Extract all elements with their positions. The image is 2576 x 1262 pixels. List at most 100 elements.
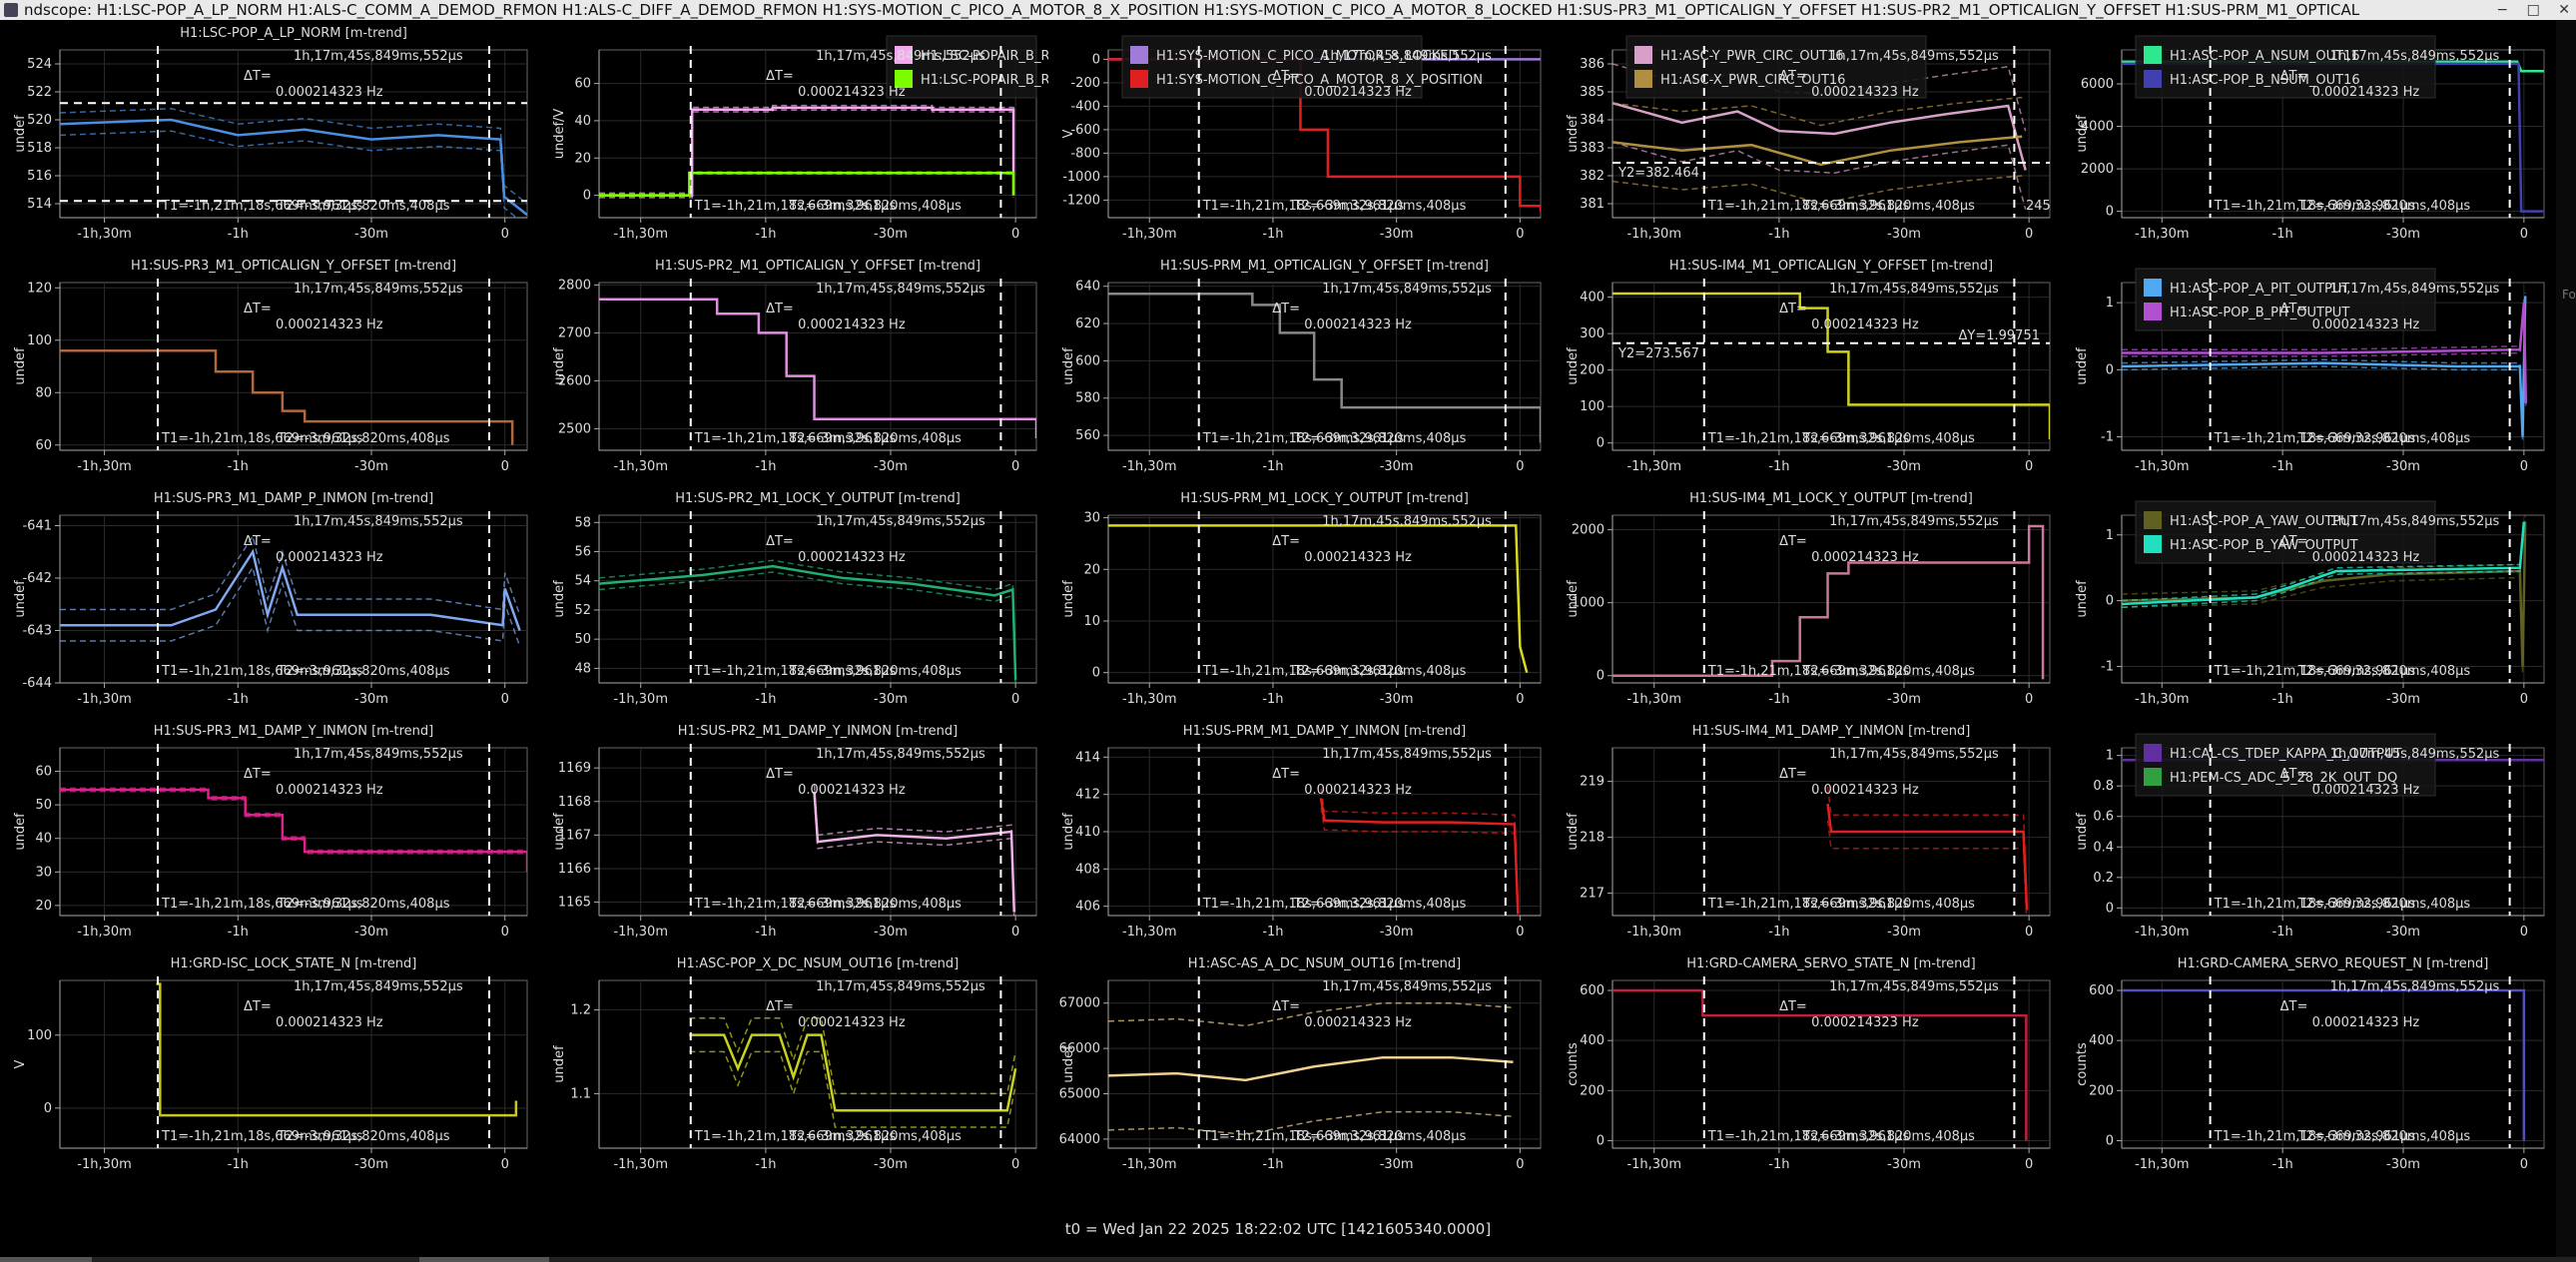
x-tick-label: -1h,30m [2135, 459, 2190, 474]
plot-panel[interactable]: -1h,30m -1h -30m 0 600 400 200 0 counts H1:GRD-CA… [2062, 950, 2556, 1183]
y-tick-label: 384 [1580, 113, 1605, 128]
plot-area[interactable] [1611, 282, 2051, 451]
delta-t-value: 1h,17m,45s,849ms,552µs [816, 49, 985, 64]
plot-panel[interactable]: -1h,30m -1h -30m 0 0 10 20 30 undef H1:SUS-PRM_M1… [1048, 485, 1553, 718]
y-tick-label: 20 [574, 151, 591, 166]
series-band-line [1612, 141, 2027, 210]
series-band-line [599, 559, 1016, 675]
status-tab[interactable] [0, 1257, 92, 1262]
plot-panel[interactable]: -1h,30m -1h -30m 0 406 408 410 412 414 undef H1:SU… [1048, 718, 1553, 950]
y-tick-label: 2600 [558, 373, 591, 388]
plot-area[interactable] [1107, 282, 1542, 451]
plot-panel[interactable]: -1h,30m -1h -30m 0 0 -200 -400 -600 -800 -1000 -12… [1048, 20, 1553, 253]
plot-panel[interactable]: -1h,30m -1h -30m 0 381 382 383 384 385 386 undef H1… [1553, 20, 2062, 253]
plot-area[interactable] [598, 282, 1037, 451]
legend-entry: H1:LSC-POPAIR_B_RF18 [921, 49, 1048, 64]
legend-entry: H1:ASC-POP_A_PIT_OUTPUT [2170, 282, 2349, 297]
t2-cursor-label: T2=-3m,32s,820ms,408µs [788, 664, 962, 679]
plot-area[interactable] [59, 282, 528, 451]
legend-swatch [2144, 744, 2162, 762]
window-titlebar[interactable]: ndscope: H1:LSC-POP_A_LP_NORM H1:ALS-C_C… [0, 0, 2576, 20]
y-tick-label: 412 [1075, 788, 1100, 803]
x-tick-label: -1h,30m [613, 692, 668, 707]
x-tick-label: -30m [874, 459, 908, 474]
plot-panel[interactable]: -1h,30m -1h -30m 0 560 580 600 620 640 undef H1:SU… [1048, 253, 1553, 485]
series-line [156, 982, 518, 1117]
plot-panel[interactable]: -1h,30m -1h -30m 0 1 0 -1 undef H1:ASC-POP_A_YAW… [2062, 485, 2556, 718]
x-tick-label: 0 [2520, 1157, 2528, 1172]
plot-area[interactable] [59, 49, 528, 219]
t2-cursor-label: T2=-3m,32s,820ms,408µs [1293, 664, 1467, 679]
t2-cursor-label: T2=-3m,32s,820ms,408µs [1801, 199, 1975, 214]
x-tick-label: -30m [874, 925, 908, 940]
delta-t-value: 1h,17m,45s,849ms,552µs [1322, 49, 1492, 64]
legend-entry: H1:ASC-X_PWR_CIRC_OUT16 [1660, 73, 1845, 88]
plot-panel[interactable]: -1h,30m -1h -30m 0 1 0 -1 undef H1:ASC-POP_A_PIT… [2062, 253, 2556, 485]
x-tick-label: -30m [2386, 459, 2420, 474]
y-tick-label: 522 [27, 85, 52, 100]
status-tab[interactable] [419, 1257, 549, 1262]
t2-cursor-label: T2=-3m,32s,820ms,408µs [277, 431, 450, 446]
plot-area[interactable] [598, 979, 1037, 1149]
series-line [689, 1033, 1017, 1112]
plot-panel[interactable]: -1h,30m -1h -30m 0 60 80 100 120 undef H1:SUS-PR3… [0, 253, 539, 485]
plot-panel[interactable]: -1h,30m -1h -30m 0 100 0 V H1:GRD-ISC_LOCK_STAT… [0, 950, 539, 1183]
x-tick-label: -1h [1768, 1157, 1789, 1172]
plot-title: H1:SUS-PR2_M1_LOCK_Y_OUTPUT [m-trend] [675, 491, 961, 506]
y-tick-label: 514 [27, 197, 52, 212]
plot-panel[interactable]: -1h,30m -1h -30m 0 0 100 200 300 400 undef H1:SUS-… [1553, 253, 2062, 485]
y2-cursor-label: Y2=382.464 [1617, 166, 1699, 181]
plot-panel[interactable]: -1h,30m -1h -30m 0 48 50 52 54 56 58 undef H1:SUS-P… [539, 485, 1048, 718]
y-axis-label: undef [2075, 347, 2090, 385]
y-tick-label: 600 [1580, 983, 1605, 998]
plot-area[interactable] [1611, 514, 2051, 684]
plot-panel[interactable]: -1h,30m -1h -30m 0 0 1000 2000 undef H1:SUS-IM4_… [1553, 485, 2062, 718]
y-tick-label: 120 [27, 281, 52, 296]
y-tick-label: 40 [35, 832, 52, 847]
close-button[interactable]: ✕ [2558, 2, 2570, 18]
plot-area[interactable] [59, 979, 528, 1149]
plot-panel[interactable]: -1h,30m -1h -30m 0 217 218 219 undef H1:SUS-IM4_… [1553, 718, 2062, 950]
x-tick-label: -30m [354, 692, 388, 707]
y-tick-label: 20 [1083, 562, 1100, 577]
t2-cursor-label: T2=-3m,32s,820ms,408µs [1293, 1129, 1467, 1144]
maximize-button[interactable]: □ [2526, 2, 2540, 18]
x-tick-label: -1h,30m [1626, 925, 1681, 940]
series-line [2122, 988, 2526, 1141]
plot-area[interactable] [59, 747, 528, 917]
y-axis-label: undef [2075, 115, 2090, 153]
plot-panel[interactable]: -1h,30m -1h -30m 0 67000 66000 65000 64000 undef… [1048, 950, 1553, 1183]
x-tick-label: 0 [2025, 459, 2033, 474]
x-tick-label: -30m [1380, 1157, 1414, 1172]
plot-panel[interactable]: -1h,30m -1h -30m 0 -641 -642 -643 -644 undef H1:S… [0, 485, 539, 718]
t2-cursor-label: T2=-3m,32s,820ms,408µs [277, 664, 450, 679]
plot-area[interactable] [2121, 979, 2545, 1149]
minimize-button[interactable]: − [2496, 2, 2509, 18]
y-tick-label: 1167 [558, 828, 591, 843]
plot-title: H1:SUS-PR3_M1_DAMP_P_INMON [m-trend] [154, 491, 433, 506]
plot-panel[interactable]: -1h,30m -1h -30m 0 2500 2600 2700 2800 undef H1:S… [539, 253, 1048, 485]
plot-panel[interactable]: -1h,30m -1h -30m 0 514 516 518 520 522 524 undef H1… [0, 20, 539, 253]
plot-area[interactable] [598, 514, 1037, 684]
plot-panel[interactable]: -1h,30m -1h -30m 0 600 400 200 0 counts H1:GRD-CA… [1553, 950, 2062, 1183]
plot-panel[interactable]: -1h,30m -1h -30m 0 0 2000 4000 6000 undef H1:ASC-… [2062, 20, 2556, 253]
delta-t-label: ΔT= [2280, 534, 2308, 549]
plot-panel[interactable]: -1h,30m -1h -30m 0 0 0.2 0.4 0.6 0.8 1 undef H1:CAL… [2062, 718, 2556, 950]
y-tick-label: -400 [1070, 99, 1100, 114]
delta-t-value: 1h,17m,45s,849ms,552µs [816, 747, 985, 762]
x-tick-label: 0 [2025, 227, 2033, 242]
plot-panel[interactable]: -1h,30m -1h -30m 0 1165 1166 1167 1168 1169 undef… [539, 718, 1048, 950]
y-tick-label: 386 [1580, 57, 1605, 72]
legend-entry: H1:CAL-CS_TDEP_KAPPA_C_OUTPUT [2170, 747, 2401, 762]
plot-title: H1:ASC-AS_A_DC_NSUM_OUT16 [m-trend] [1188, 956, 1461, 971]
t1-cursor-label: T1=-1h,21m,18s,669ms,961µs [1202, 897, 1405, 912]
series-line [1612, 988, 2028, 1141]
plot-area[interactable] [1611, 979, 2051, 1149]
x-tick-label: -30m [874, 227, 908, 242]
plot-area[interactable] [1107, 514, 1542, 684]
y-tick-label: 30 [1083, 511, 1100, 526]
y-axis-label: undef [1061, 813, 1076, 851]
plot-panel[interactable]: -1h,30m -1h -30m 0 0 20 40 60 undef/V H1:LSC-POPA… [539, 20, 1048, 253]
plot-panel[interactable]: -1h,30m -1h -30m 0 20 30 40 50 60 undef H1:SUS-PR3… [0, 718, 539, 950]
